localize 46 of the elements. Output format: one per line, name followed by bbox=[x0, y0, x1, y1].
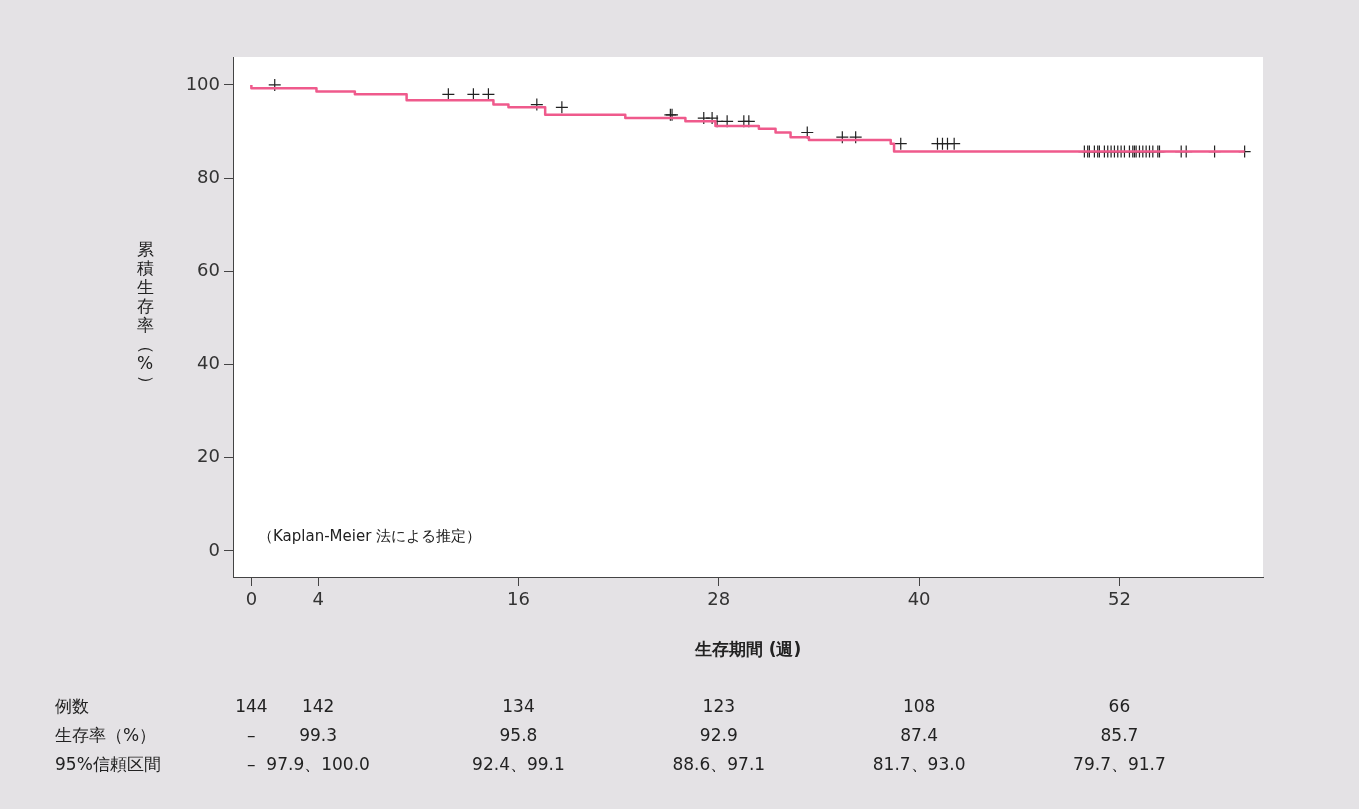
point bbox=[481, 87, 496, 101]
y-tick-label: 100 bbox=[185, 72, 220, 94]
text: 142 bbox=[301, 696, 335, 717]
y-tick-label: 40 bbox=[197, 352, 220, 374]
x-tick-label: 52 bbox=[1107, 588, 1131, 610]
text: 95%信頼区間 bbox=[55, 754, 161, 775]
x-tick-label: 4 bbox=[312, 588, 324, 610]
x-tick-label: 28 bbox=[707, 588, 731, 610]
y-tick-label: 80 bbox=[197, 165, 220, 187]
text: 95.8 bbox=[499, 725, 538, 746]
y-tick-label: 20 bbox=[197, 445, 220, 467]
text: 85.7 bbox=[1100, 725, 1139, 746]
x-tick-label: 0 bbox=[245, 588, 258, 610]
text: 92.9 bbox=[699, 725, 738, 746]
text: 87.4 bbox=[900, 725, 939, 746]
text: 99.3 bbox=[299, 725, 338, 746]
point bbox=[441, 87, 455, 101]
point bbox=[530, 97, 544, 112]
text: 81.7、93.0 bbox=[872, 754, 966, 775]
x-tick-label: 16 bbox=[507, 588, 530, 610]
y-axis-title: 累積生存率（%） bbox=[136, 238, 157, 392]
text: 144 bbox=[235, 696, 268, 717]
y-tick-label: 0 bbox=[208, 538, 220, 560]
point bbox=[849, 130, 863, 144]
text: 92.4、99.1 bbox=[472, 754, 565, 775]
text: 97.9、100.0 bbox=[266, 754, 370, 775]
point bbox=[835, 130, 849, 144]
point bbox=[947, 137, 961, 151]
text: 生存率（%） bbox=[55, 725, 157, 746]
point bbox=[894, 137, 908, 151]
text: 例数 bbox=[55, 696, 89, 717]
text: – bbox=[247, 725, 256, 746]
point bbox=[268, 78, 282, 92]
text: 79.7、91.7 bbox=[1073, 754, 1166, 775]
text: 108 bbox=[902, 696, 936, 717]
point bbox=[466, 87, 480, 101]
text: 66 bbox=[1108, 696, 1131, 717]
y-tick-label: 60 bbox=[197, 259, 220, 281]
point bbox=[555, 100, 569, 114]
text: – bbox=[247, 754, 256, 775]
annotation: （Kaplan-Meier 法による推定） bbox=[258, 526, 482, 545]
text: 88.6、97.1 bbox=[672, 754, 766, 775]
text: 123 bbox=[702, 696, 736, 717]
x-tick-label: 40 bbox=[907, 588, 931, 610]
text: 134 bbox=[502, 696, 535, 717]
x-axis-title: 生存期間 (週) bbox=[693, 639, 802, 660]
